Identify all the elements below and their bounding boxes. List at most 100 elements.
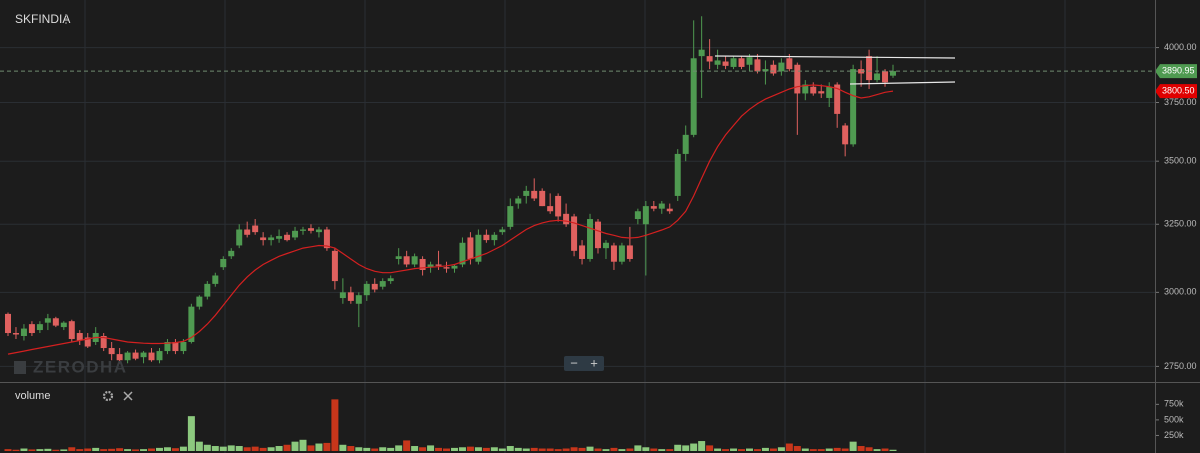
volume-bar xyxy=(506,446,514,451)
candle-body xyxy=(307,228,314,231)
candle-body xyxy=(300,229,306,231)
candle-body xyxy=(84,337,91,347)
candle-body xyxy=(140,352,147,358)
volume-bar xyxy=(626,448,634,451)
volume-bar xyxy=(889,449,897,451)
volume-bar xyxy=(801,448,809,451)
zoom-in[interactable]: + xyxy=(590,355,598,370)
candle-body xyxy=(20,328,27,336)
candle-body xyxy=(658,203,665,209)
candle-body xyxy=(515,198,522,204)
candle-body xyxy=(284,234,291,241)
volume-bar xyxy=(347,446,355,451)
candle-body xyxy=(754,59,761,72)
candle-body xyxy=(810,86,817,94)
candle-body xyxy=(650,206,657,209)
candle-body xyxy=(180,341,187,352)
volume-bar xyxy=(722,449,730,451)
volume-bar xyxy=(132,449,140,451)
candle-body xyxy=(866,56,873,81)
candle-body xyxy=(371,283,378,290)
y-tick-label: 3500.00 xyxy=(1164,156,1197,166)
volume-bar xyxy=(538,448,546,451)
volume-bar xyxy=(443,448,451,451)
candle-body xyxy=(499,229,506,233)
volume-bar xyxy=(163,447,171,451)
volume-bar xyxy=(562,448,570,451)
volume-bar xyxy=(108,448,116,451)
settings-icon[interactable] xyxy=(102,390,114,402)
volume-bar xyxy=(769,448,777,451)
candle-body xyxy=(148,352,155,361)
volume-tick-label: 500k xyxy=(1164,414,1184,424)
volume-bar xyxy=(315,443,323,451)
volume-bar xyxy=(793,446,801,451)
candle-body xyxy=(443,267,450,269)
candle-body xyxy=(610,245,617,262)
volume-bar xyxy=(299,439,307,451)
candle-body xyxy=(188,306,195,342)
volume-bar xyxy=(259,447,267,451)
candle-body xyxy=(132,352,139,359)
volume-bar xyxy=(243,447,251,451)
volume-bar xyxy=(458,447,466,451)
y-tick-label: 3750.00 xyxy=(1164,97,1197,107)
candle-body xyxy=(451,265,458,269)
moving-average xyxy=(7,84,894,355)
candle-body xyxy=(802,84,809,94)
volume-bar xyxy=(865,447,873,451)
candle-body xyxy=(459,242,466,265)
close-icon[interactable] xyxy=(123,391,133,401)
last-price-tag xyxy=(1155,64,1197,79)
candle-body xyxy=(355,295,362,304)
candle-body xyxy=(196,296,203,307)
zoom-out[interactable]: − xyxy=(570,355,578,370)
volume-bar xyxy=(411,446,419,451)
candle-body xyxy=(491,234,498,241)
dot xyxy=(65,14,67,16)
trendline[interactable] xyxy=(849,81,956,85)
volume-bar xyxy=(849,441,857,451)
menu-dots[interactable] xyxy=(65,14,67,24)
chart-title: SKFINDIA xyxy=(15,12,70,26)
ma-tag xyxy=(1155,84,1197,99)
ma-label: 3800.50 xyxy=(1162,85,1195,95)
volume-bar xyxy=(730,448,738,451)
candle-body xyxy=(204,283,211,297)
volume-bar xyxy=(841,448,849,451)
volume-bar xyxy=(44,448,52,451)
candle-body xyxy=(762,69,769,72)
candle-body xyxy=(634,211,641,220)
trendline[interactable] xyxy=(714,55,956,59)
candle-body xyxy=(571,216,578,251)
volume-bar xyxy=(610,447,618,451)
candle-body xyxy=(252,225,259,233)
candle-body xyxy=(12,333,19,335)
volume-bar xyxy=(450,447,458,451)
candle-body xyxy=(595,221,601,249)
volume-bar xyxy=(379,447,387,451)
volume-bar xyxy=(267,447,275,451)
volume-bar xyxy=(578,447,586,451)
volume-bar xyxy=(36,449,44,451)
dot xyxy=(65,18,67,20)
volume-bar xyxy=(586,446,594,451)
candle-body xyxy=(826,86,833,98)
vertical-grid xyxy=(84,0,1066,453)
volume-bar xyxy=(881,448,889,451)
candle-body xyxy=(850,69,857,145)
candle-body xyxy=(156,351,163,361)
candle-body xyxy=(164,341,171,352)
candle-body xyxy=(842,125,849,145)
candle-body xyxy=(794,64,801,94)
volume-bar xyxy=(20,448,28,451)
candle-body xyxy=(786,58,793,70)
candle-body xyxy=(778,62,785,72)
candle-body xyxy=(5,313,11,334)
volume-bar xyxy=(642,447,650,451)
volume-bar xyxy=(339,444,347,451)
candle-body xyxy=(411,256,418,265)
close-stroke xyxy=(123,391,133,401)
volume-bar xyxy=(307,445,315,451)
zoom-controls xyxy=(564,356,604,371)
